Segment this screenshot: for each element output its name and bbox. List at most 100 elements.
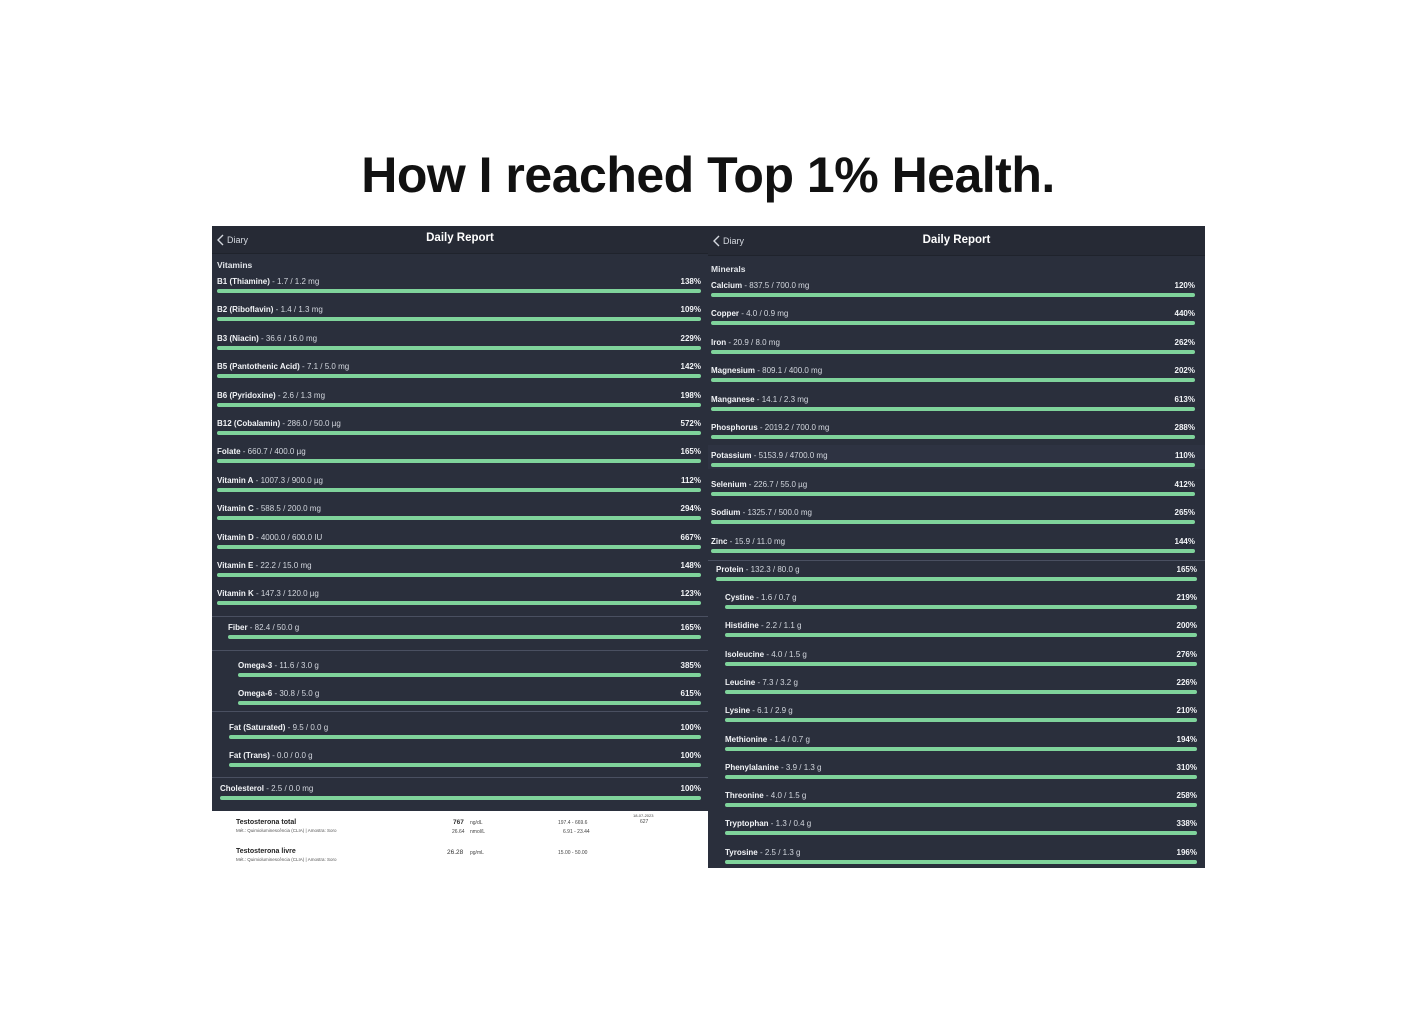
nutrient-row: Copper - 4.0 / 0.9 mg 440% [711, 308, 1195, 330]
progress-bar [217, 459, 701, 464]
progress-bar [711, 321, 1195, 326]
nutrient-name: Folate [217, 447, 241, 457]
progress-bar-fill [238, 673, 701, 677]
progress-bar [711, 293, 1195, 297]
nutrient-amount: - 1.3 / 0.4 g [768, 819, 812, 829]
nutrient-percent: 165% [680, 623, 701, 632]
progress-bar [217, 317, 701, 322]
nutrient-label: Sodium - 1325.7 / 500.0 mg [711, 507, 812, 518]
progress-bar [716, 577, 1197, 581]
nutrient-amount: - 4.0 / 0.9 mg [739, 309, 789, 319]
nutrient-percent: 198% [680, 390, 701, 400]
nutrient-row: B1 (Thiamine) - 1.7 / 1.2 mg 138% [217, 276, 701, 298]
nutrient-name: Manganese [711, 394, 755, 404]
nutrient-label: Vitamin A - 1007.3 / 900.0 µg [217, 475, 323, 486]
nutrient-name: B12 (Cobalamin) [217, 419, 281, 428]
progress-bar [725, 774, 1197, 779]
progress-bar-fill [217, 601, 701, 606]
progress-bar-fill [711, 463, 1195, 468]
nutrient-name: Isoleucine [725, 649, 765, 659]
page-title: Daily Report [922, 234, 991, 246]
nutrient-label: Potassium - 5153.9 / 4700.0 mg [711, 450, 828, 461]
nutrient-amount: - 132.3 / 80.0 g [743, 565, 800, 574]
progress-bar [725, 803, 1197, 808]
progress-bar-fill [725, 605, 1197, 609]
progress-bar-fill [229, 735, 701, 739]
progress-bar-fill [725, 718, 1197, 723]
nutrient-amount: - 7.1 / 5.0 mg [299, 362, 350, 372]
nutrient-row: Vitamin K - 147.3 / 120.0 µg 123% [217, 588, 701, 610]
nutrient-percent: 265% [1174, 508, 1195, 518]
nutrient-label: Vitamin D - 4000.0 / 600.0 IU [217, 532, 322, 543]
nutrient-percent: 148% [680, 561, 701, 570]
nutrient-amount: - 4000.0 / 600.0 IU [253, 532, 323, 542]
nutrient-amount: - 22.2 / 15.0 mg [253, 561, 312, 570]
nutrient-percent: 615% [680, 689, 701, 698]
back-to-diary-button[interactable]: Diary [217, 232, 248, 247]
nutrient-row: Fat (Trans) - 0.0 / 0.0 g 100% [229, 750, 701, 772]
lab-test-value: 26.28 [447, 849, 464, 856]
progress-bar [725, 746, 1197, 751]
nutrient-amount: - 226.7 / 55.0 µg [746, 479, 808, 489]
progress-bar [725, 661, 1197, 666]
nutrient-percent: 412% [1174, 479, 1195, 489]
back-to-diary-button[interactable]: Diary [713, 233, 744, 248]
progress-bar-fill [725, 746, 1197, 751]
nutrient-row: Omega-3 - 11.6 / 3.0 g 385% [238, 660, 701, 682]
nutrient-row: Tyrosine - 2.5 / 1.3 g 196% [725, 847, 1197, 868]
page-title: Daily Report [426, 232, 494, 244]
nutrient-name: Vitamin C [217, 504, 254, 514]
progress-bar [711, 548, 1195, 553]
nutrient-label: Threonine - 4.0 / 1.5 g [725, 790, 806, 801]
lab-test-unit: pg/mL [470, 850, 484, 856]
nutrient-amount: - 15.9 / 11.0 mg [727, 536, 786, 546]
nutrient-label: B5 (Pantothenic Acid) - 7.1 / 5.0 mg [217, 361, 349, 372]
progress-bar-fill [217, 289, 701, 293]
nutrient-name: Magnesium [711, 366, 756, 376]
section-label-vitamins: Vitamins [217, 260, 253, 270]
nutrient-amount: - 82.4 / 50.0 g [247, 623, 300, 632]
nutrient-name: Fiber [228, 623, 248, 632]
nutrient-row: B6 (Pyridoxine) - 2.6 / 1.3 mg 198% [217, 390, 701, 412]
nutrient-label: Vitamin C - 588.5 / 200.0 mg [217, 503, 321, 514]
nutrient-percent: 258% [1176, 791, 1197, 801]
nutrient-label: Omega-6 - 30.8 / 5.0 g [238, 688, 319, 699]
back-label: Diary [723, 235, 745, 246]
lab-test-reference: 15.00 - 50.00 [558, 850, 588, 856]
nutrient-row: Phenylalanine - 3.9 / 1.3 g 310% [725, 762, 1197, 784]
nutrient-label: B2 (Riboflavin) - 1.4 / 1.3 mg [217, 304, 323, 315]
progress-bar-fill [725, 859, 1197, 864]
progress-bar [217, 402, 701, 407]
nutrient-label: Cystine - 1.6 / 0.7 g [725, 592, 797, 603]
nutrient-label: Leucine - 7.3 / 3.2 g [725, 677, 798, 688]
nutrient-row: Potassium - 5153.9 / 4700.0 mg 110% [711, 450, 1195, 472]
progress-bar [217, 573, 701, 577]
nutrient-amount: - 4.0 / 1.5 g [764, 649, 807, 659]
lab-test-value-alt: 26.64 [452, 829, 465, 835]
progress-bar [217, 289, 701, 293]
progress-bar [217, 487, 701, 492]
nutrient-percent: 288% [1174, 423, 1195, 432]
progress-bar [229, 735, 701, 739]
nutrient-percent: 123% [680, 589, 701, 599]
nutrient-name: B1 (Thiamine) [217, 277, 270, 286]
nutrient-row: B12 (Cobalamin) - 286.0 / 50.0 µg 572% [217, 418, 701, 440]
nutrient-row: Fiber - 82.4 / 50.0 g 165% [228, 622, 701, 644]
nutrient-percent: 142% [680, 362, 701, 372]
nutrient-row: Calcium - 837.5 / 700.0 mg 120% [711, 280, 1195, 302]
nutrient-amount: - 286.0 / 50.0 µg [280, 419, 341, 428]
nutrient-row: Cystine - 1.6 / 0.7 g 219% [725, 592, 1197, 614]
nutrient-label: Copper - 4.0 / 0.9 mg [711, 308, 788, 319]
nutrient-label: Iron - 20.9 / 8.0 mg [711, 337, 780, 348]
lab-test-prev-date: 18-07-2023 [633, 813, 654, 818]
progress-bar-fill [228, 635, 701, 639]
nutrient-percent: 138% [680, 277, 701, 286]
progress-bar [228, 635, 701, 639]
nutrient-percent: 109% [680, 305, 701, 315]
nutrient-amount: - 2019.2 / 700.0 mg [757, 423, 830, 432]
progress-bar [217, 431, 701, 435]
progress-bar [711, 520, 1195, 525]
nutrient-label: Protein - 132.3 / 80.0 g [716, 564, 800, 575]
progress-bar-fill [217, 317, 701, 322]
lab-test-name: Testosterona total [236, 819, 297, 826]
